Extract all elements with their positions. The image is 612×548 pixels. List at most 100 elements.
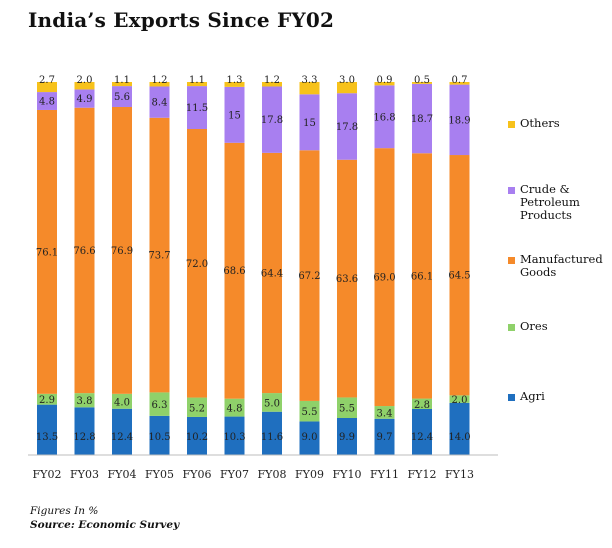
bar-segment-crude-petroleum-products-fy06 (187, 86, 207, 129)
data-label-crude-petroleum-products-fy06: 11.5 (186, 103, 208, 114)
data-label-crude-petroleum-products-fy13: 18.9 (448, 115, 470, 126)
data-label-agri-fy06: 10.2 (186, 432, 208, 443)
data-label-agri-fy03: 12.8 (73, 432, 95, 443)
data-label-ores-fy10: 5.5 (339, 404, 355, 415)
legend-item-crude-petroleum-products: Crude & Petroleum Products (508, 183, 580, 222)
x-axis-tick-labels: FY02 FY03 FY04 FY05 FY06 FY07 FY08 FY09 FY10 FY11… (33, 468, 474, 481)
bar-segment-agri-fy06 (187, 416, 207, 455)
bar-segment-crude-petroleum-products-fy13 (449, 84, 470, 156)
data-label-ores-fy04: 4.0 (114, 397, 130, 408)
bar-segment-others-fy05 (149, 82, 170, 87)
bar-segment-crude-petroleum-products-fy12 (412, 83, 432, 154)
bar-segment-ores-fy02 (37, 393, 57, 405)
bar-segment-others-fy09 (299, 82, 320, 95)
legend-item-manufactured-goods: Manufactured Goods (508, 253, 603, 279)
bar-segment-crude-petroleum-products-fy10 (337, 93, 357, 160)
bar-segment-agri-fy05 (149, 415, 170, 455)
data-label-manufactured-goods-fy05: 73.7 (148, 251, 170, 262)
bar-segment-manufactured-goods-fy08 (262, 152, 282, 394)
bar-segment-manufactured-goods-fy11 (374, 148, 395, 407)
data-label-manufactured-goods-fy04: 76.9 (111, 246, 133, 257)
bar-segment-manufactured-goods-fy04 (112, 106, 132, 394)
x-tick-label-fy05: FY05 (145, 468, 174, 481)
data-label-others-fy05: 1.2 (152, 75, 168, 86)
data-label-manufactured-goods-fy08: 64.4 (261, 268, 283, 279)
bar-segment-manufactured-goods-fy05 (149, 117, 170, 393)
data-label-agri-fy07: 10.3 (223, 432, 245, 443)
data-label-others-fy07: 1.3 (227, 75, 243, 86)
bar-segment-crude-petroleum-products-fy04 (112, 86, 132, 107)
bar-segment-agri-fy12 (412, 408, 432, 455)
x-tick-label-fy09: FY09 (295, 468, 324, 481)
data-label-ores-fy05: 6.3 (152, 400, 168, 411)
legend-item-others: Others (508, 117, 560, 130)
bar-segment-ores-fy09 (299, 400, 320, 422)
data-label-ores-fy12: 2.8 (414, 400, 430, 411)
bar-segment-ores-fy10 (337, 397, 357, 418)
bar-segment-manufactured-goods-fy10 (337, 159, 357, 398)
data-label-others-fy12: 0.5 (414, 75, 430, 86)
legend-label-crude-petroleum-products: Crude & Petroleum Products (520, 182, 580, 222)
x-tick-label-fy02: FY02 (33, 468, 62, 481)
data-label-others-fy02: 2.7 (39, 75, 55, 86)
x-tick-label-fy04: FY04 (108, 468, 137, 481)
x-tick-label-fy10: FY10 (333, 468, 362, 481)
data-label-ores-fy08: 5.0 (264, 398, 280, 409)
legend-item-ores: Ores (508, 320, 548, 333)
data-label-others-fy10: 3.0 (339, 75, 355, 86)
data-label-agri-fy10: 9.9 (339, 432, 355, 443)
data-label-crude-petroleum-products-fy03: 4.9 (77, 94, 93, 105)
data-label-crude-petroleum-products-fy09: 15 (303, 118, 316, 129)
bar-segment-others-fy13 (449, 82, 470, 85)
legend-label-others: Others (520, 116, 560, 130)
data-label-ores-fy07: 4.8 (227, 404, 243, 415)
legend-swatch-manufactured-goods (508, 257, 515, 264)
bar-segment-agri-fy07 (224, 416, 245, 455)
chart-title: India’s Exports Since FY02 (28, 8, 335, 32)
bar-segment-crude-petroleum-products-fy08 (262, 86, 282, 153)
bar-segment-crude-petroleum-products-fy05 (149, 86, 170, 118)
bar-segment-others-fy11 (374, 82, 395, 86)
bar-segment-agri-fy09 (299, 421, 320, 455)
bar-segment-crude-petroleum-products-fy11 (374, 85, 395, 149)
data-label-agri-fy09: 9.0 (302, 432, 318, 443)
bar-segment-agri-fy13 (449, 402, 470, 455)
legend-label-ores: Ores (520, 319, 548, 333)
data-label-manufactured-goods-fy07: 68.6 (223, 266, 245, 277)
data-label-crude-petroleum-products-fy05: 8.4 (152, 98, 168, 109)
x-tick-label-fy07: FY07 (220, 468, 249, 481)
data-label-ores-fy09: 5.5 (302, 407, 318, 418)
data-label-crude-petroleum-products-fy10: 17.8 (336, 122, 358, 133)
bar-segment-others-fy06 (187, 82, 207, 87)
bar-segment-crude-petroleum-products-fy07 (224, 86, 245, 143)
bar-segment-others-fy12 (412, 82, 432, 84)
bar-segment-crude-petroleum-products-fy02 (37, 92, 57, 110)
data-label-others-fy11: 0.9 (377, 75, 393, 86)
x-tick-label-fy13: FY13 (445, 468, 474, 481)
bar-segment-crude-petroleum-products-fy03 (74, 89, 95, 108)
bar-segment-ores-fy13 (449, 395, 470, 403)
bar-segment-others-fy07 (224, 82, 245, 87)
data-label-others-fy13: 0.7 (452, 75, 468, 86)
data-label-crude-petroleum-products-fy07: 15 (228, 110, 241, 121)
figures-note: Figures In % (30, 505, 99, 517)
data-label-ores-fy11: 3.4 (377, 408, 393, 419)
data-label-agri-fy12: 12.4 (411, 432, 433, 443)
data-label-crude-petroleum-products-fy12: 18.7 (411, 114, 433, 125)
data-label-crude-petroleum-products-fy04: 5.6 (114, 92, 130, 103)
data-label-manufactured-goods-fy06: 72.0 (186, 259, 208, 270)
data-label-agri-fy05: 10.5 (148, 432, 170, 443)
data-label-manufactured-goods-fy13: 64.5 (448, 271, 470, 282)
bar-segment-ores-fy08 (262, 393, 282, 412)
data-label-agri-fy08: 11.6 (261, 432, 283, 443)
bar-segment-others-fy10 (337, 82, 357, 94)
data-label-manufactured-goods-fy02: 76.1 (36, 247, 58, 258)
data-label-manufactured-goods-fy11: 69.0 (373, 273, 395, 284)
bar-segment-ores-fy11 (374, 406, 395, 419)
bars-group: 13.5 2.9 76.1 4.8 2.7 12.8 3.8 76.6 4.9 2.0 12.4 4.… (36, 75, 471, 455)
bar-segment-ores-fy07 (224, 398, 245, 417)
legend-swatch-others (508, 121, 515, 128)
bar-segment-manufactured-goods-fy06 (187, 129, 207, 398)
x-tick-label-fy11: FY11 (370, 468, 399, 481)
data-label-ores-fy13: 2.0 (452, 395, 468, 406)
